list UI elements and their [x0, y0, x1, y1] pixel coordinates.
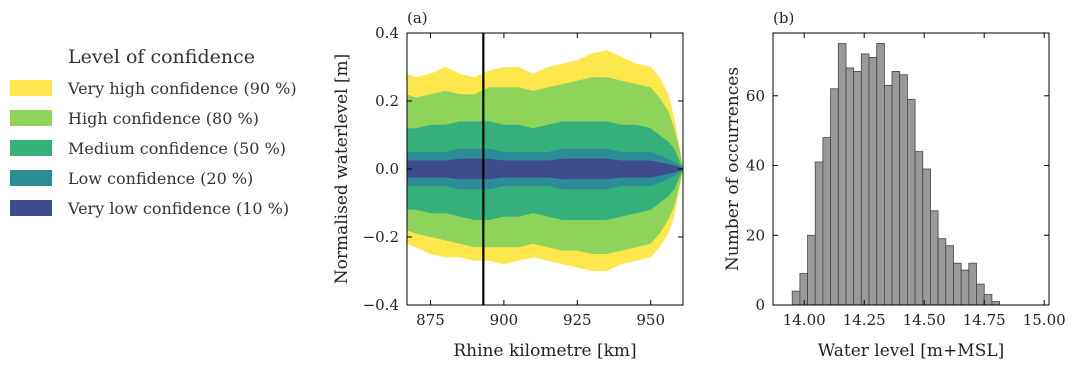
x-tick-label-a: 875	[416, 311, 445, 329]
histogram-bar	[891, 71, 901, 306]
y-axis-label-a: Normalised waterlevel [m]	[332, 54, 352, 285]
y-tick-label-b: 60	[746, 87, 765, 105]
histogram-bars	[791, 43, 1001, 306]
y-tick-label-a: −0.4	[363, 296, 399, 314]
legend-title: Level of confidence	[68, 46, 255, 68]
histogram-bar	[953, 262, 962, 306]
histogram-bar	[983, 294, 993, 306]
histogram-bar	[876, 43, 885, 306]
legend-swatch	[10, 80, 52, 96]
legend-entry: Very low confidence (10 %)	[67, 199, 289, 218]
plot-frame-b	[772, 32, 1050, 306]
x-tick-label-b: 14.00	[783, 311, 826, 329]
histogram-bar	[945, 245, 954, 306]
x-tick-label-b: 14.25	[843, 311, 886, 329]
histogram-bar	[930, 210, 939, 306]
confidence-bands	[407, 50, 683, 271]
y-tick-label-a: 0.2	[375, 92, 399, 110]
histogram-bar	[807, 234, 816, 306]
y-tick-label-b: 40	[746, 157, 765, 175]
x-axis-label-a: Rhine kilometre [km]	[453, 341, 636, 361]
histogram-bar	[884, 84, 893, 306]
histogram-bar	[914, 151, 924, 306]
x-tick-label-b: 14.50	[903, 311, 946, 329]
histogram-bar	[853, 71, 862, 306]
x-tick-label-b: 15.00	[1023, 311, 1066, 329]
histogram-bar	[822, 137, 832, 306]
y-tick-label-b: 0	[755, 296, 765, 314]
legend-entry: Low confidence (20 %)	[68, 169, 253, 188]
legend-entry: Very high confidence (90 %)	[67, 79, 297, 98]
legend-swatch	[10, 200, 52, 216]
legend-swatch	[10, 140, 52, 156]
panel-label-b: (b)	[773, 9, 794, 27]
histogram-bar	[907, 98, 916, 306]
x-tick-label-b: 14.75	[963, 311, 1006, 329]
histogram-bar	[968, 262, 977, 306]
y-tick-label-a: 0.4	[375, 24, 399, 42]
y-axis-label-b: Number of occurrences	[723, 67, 743, 271]
histogram-bar	[991, 301, 1001, 306]
y-tick-label-a: 0.0	[375, 160, 399, 178]
y-tick-label-a: −0.2	[363, 228, 399, 246]
x-tick-label-a: 950	[636, 311, 665, 329]
histogram-bar	[922, 168, 931, 306]
histogram-bar	[860, 53, 870, 306]
histogram-bar	[845, 67, 855, 306]
histogram-bar	[814, 161, 824, 306]
panel-b: 14.00 14.25 14.50 14.75 15.00 0 20 40 60 (b) Wat…	[723, 9, 1066, 361]
x-tick-label-a: 925	[563, 311, 592, 329]
histogram-bar	[960, 269, 970, 306]
histogram-bar	[791, 290, 801, 306]
legend-swatch	[10, 170, 52, 186]
axes-b: 14.00 14.25 14.50 14.75 15.00 0 20 40 60	[746, 33, 1066, 329]
histogram-bar	[830, 88, 839, 306]
x-axis-label-b: Water level [m+MSL]	[818, 341, 1005, 361]
histogram-bar	[937, 238, 947, 306]
axes-a: 875 900 925 950 −0.4 −0.2 0.0 0.2 0.4	[363, 24, 683, 329]
legend-entry: High confidence (80 %)	[68, 109, 259, 128]
histogram-bar	[976, 283, 985, 306]
x-tick-label-a: 900	[490, 311, 519, 329]
histogram-bar	[837, 43, 847, 306]
legend-swatch	[10, 110, 52, 126]
legend: Level of confidence Very high confidence…	[10, 46, 297, 218]
y-tick-label-b: 20	[746, 226, 765, 244]
histogram-bar	[868, 57, 878, 306]
histogram-bar	[899, 74, 908, 306]
legend-entry: Medium confidence (50 %)	[68, 139, 286, 158]
confidence-band-5	[407, 158, 683, 180]
panel-a: 875 900 925 950 −0.4 −0.2 0.0 0.2 0.4 (a) Rhine …	[332, 9, 684, 361]
panel-label-a: (a)	[407, 9, 428, 27]
